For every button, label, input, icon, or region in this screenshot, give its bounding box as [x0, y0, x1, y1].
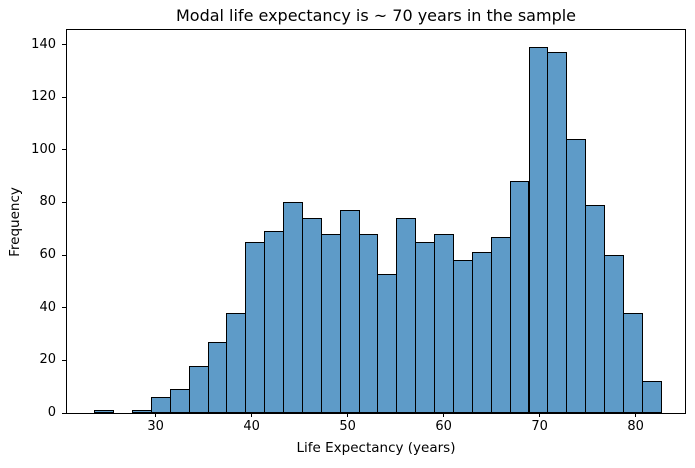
histogram-bar	[547, 52, 568, 413]
y-axis-tick-label: 20	[39, 352, 56, 368]
x-axis-tick-label: 50	[339, 419, 356, 434]
histogram-bar	[490, 236, 511, 413]
y-axis-tick-label: 120	[31, 89, 56, 105]
y-axis-tick-label: 140	[31, 36, 56, 52]
x-axis-tick	[539, 413, 541, 417]
y-axis-tick	[62, 149, 66, 151]
histogram-bar	[528, 47, 549, 413]
histogram-bar	[434, 234, 454, 413]
histogram-bar	[641, 381, 662, 413]
histogram-bar	[339, 210, 360, 413]
x-axis-tick	[155, 413, 157, 417]
plot-area	[66, 29, 686, 414]
y-axis-tick	[62, 254, 66, 256]
histogram-bar	[188, 365, 209, 413]
histogram-bar	[169, 389, 190, 413]
histogram-bar	[264, 231, 285, 413]
histogram-bar	[471, 252, 492, 413]
histogram-bar	[358, 234, 379, 413]
histogram-bar	[585, 205, 605, 413]
histogram-bar	[604, 255, 624, 413]
histogram-bar	[94, 410, 115, 413]
histogram-bar	[245, 241, 266, 413]
histogram-bar	[320, 234, 341, 413]
y-axis-tick	[62, 359, 66, 361]
y-axis-tick	[62, 307, 66, 309]
x-axis-label: Life Expectancy (years)	[296, 440, 456, 456]
x-axis-tick-label: 70	[531, 419, 548, 434]
x-axis-tick-label: 30	[147, 419, 164, 434]
y-axis-tick	[62, 201, 66, 203]
x-axis-tick-label: 40	[243, 419, 260, 434]
histogram-bar	[566, 139, 587, 413]
x-axis-tick-label: 60	[435, 419, 452, 434]
y-axis-tick-label: 40	[39, 299, 56, 315]
histogram-bar	[396, 218, 417, 413]
histogram-bar	[207, 341, 228, 413]
y-axis-tick-label: 0	[47, 405, 56, 420]
y-axis-tick	[62, 96, 66, 98]
chart-title: Modal life expectancy is ~ 70 years in t…	[175, 6, 577, 25]
histogram-bar	[453, 260, 473, 413]
x-axis-tick	[347, 413, 349, 417]
x-axis-tick	[443, 413, 445, 417]
histogram-bar	[509, 181, 530, 413]
histogram-bar	[301, 218, 322, 413]
y-axis-tick	[62, 412, 66, 414]
histogram-bar	[622, 313, 643, 413]
y-axis-label: Frequency	[7, 187, 23, 257]
y-axis-tick-label: 60	[39, 247, 56, 263]
y-axis-tick-label: 100	[31, 141, 56, 157]
histogram-bar	[150, 397, 171, 413]
histogram-bar	[283, 202, 303, 413]
x-axis-tick	[251, 413, 253, 417]
histogram-bar	[132, 410, 152, 413]
histogram-bar	[377, 273, 398, 413]
y-axis-tick-label: 80	[39, 194, 56, 210]
x-axis-tick	[635, 413, 637, 417]
histogram-bar	[415, 241, 436, 413]
histogram-bar	[226, 313, 247, 413]
x-axis-tick-label: 80	[627, 419, 644, 434]
y-axis-tick	[62, 44, 66, 45]
